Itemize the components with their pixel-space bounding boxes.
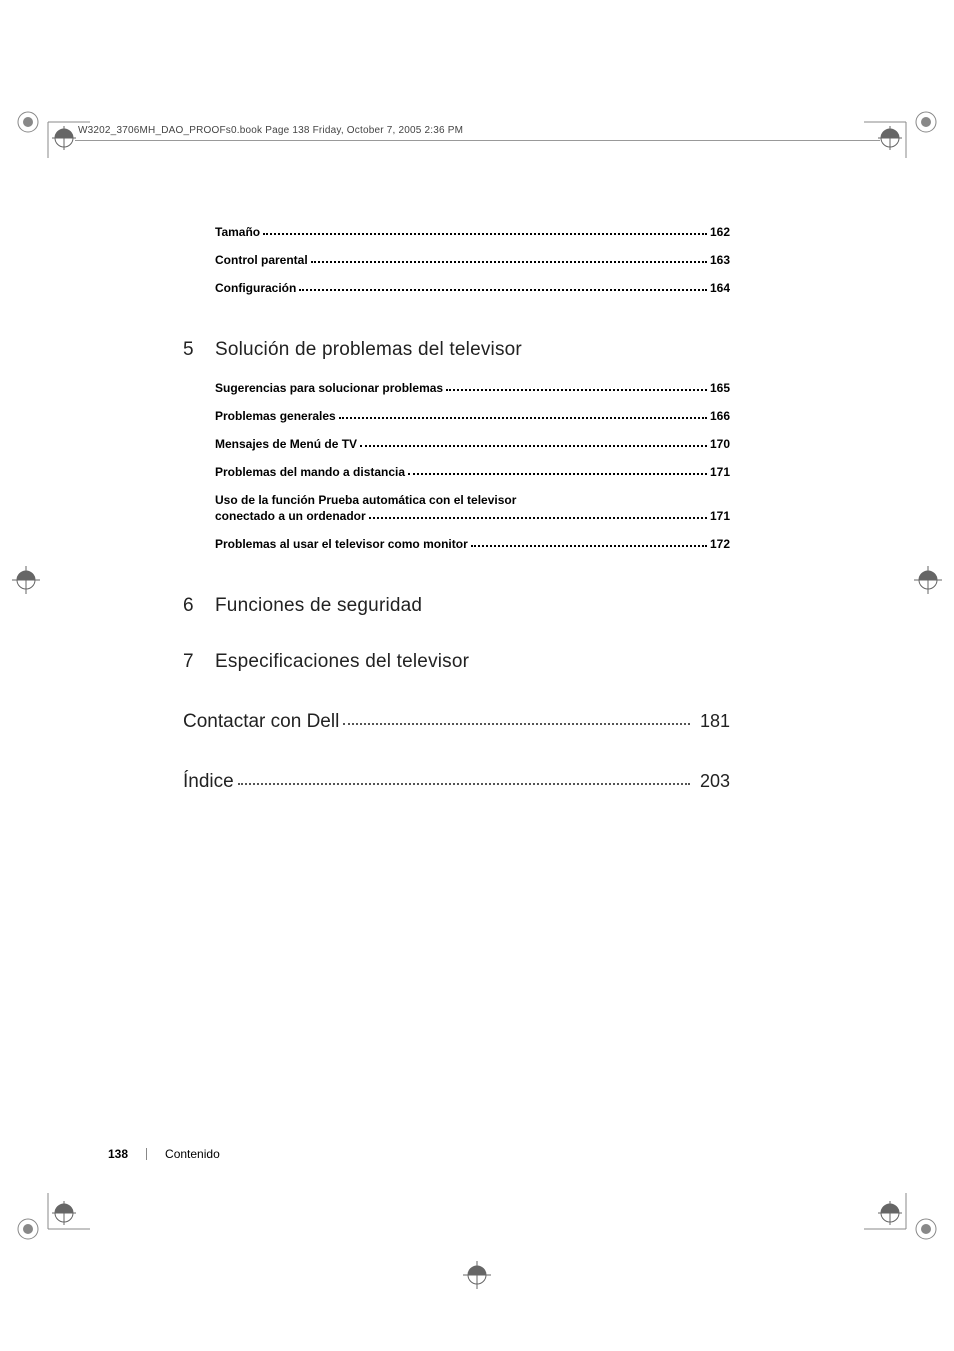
header-rule [75, 140, 880, 141]
toc-footer-page: 181 [696, 711, 730, 732]
toc-entry: Tamaño 162 [215, 225, 730, 239]
toc-page: 166 [710, 409, 730, 423]
toc-label: Problemas al usar el televisor como moni… [215, 537, 468, 551]
toc-entry: Configuración 164 [215, 281, 730, 295]
registration-mark-bottom-center [457, 1255, 497, 1295]
toc-label: Configuración [215, 281, 296, 295]
toc-leader [311, 261, 707, 263]
toc-page: 170 [710, 437, 730, 451]
section-title: Solución de problemas del televisor [215, 339, 522, 361]
toc-label: Mensajes de Menú de TV [215, 437, 357, 451]
toc-label-line1: Uso de la función Prueba automática con … [215, 493, 730, 507]
section-number: 6 [183, 595, 215, 617]
toc-leader [263, 233, 707, 235]
toc-label-line2: conectado a un ordenador [215, 509, 366, 523]
toc-leader [360, 445, 707, 447]
section-title: Especificaciones del televisor [215, 651, 469, 673]
toc-footer-row: Contactar con Dell 181 [183, 711, 730, 733]
page-footer: 138 Contenido [108, 1147, 220, 1161]
toc-leader [408, 473, 707, 475]
toc-entry: Sugerencias para solucionar problemas 16… [215, 381, 730, 395]
toc-label: Problemas generales [215, 409, 336, 423]
toc-page: 172 [710, 537, 730, 551]
toc-leader [299, 289, 707, 291]
toc-entry: Uso de la función Prueba automática con … [215, 493, 730, 523]
toc-page: 162 [710, 225, 730, 239]
toc-entry: Problemas al usar el televisor como moni… [215, 537, 730, 551]
toc-leader [446, 389, 707, 391]
toc-page: 164 [710, 281, 730, 295]
running-header: W3202_3706MH_DAO_PROOFs0.book Page 138 F… [78, 125, 463, 136]
toc-leader [343, 723, 690, 725]
toc-entry: Problemas del mando a distancia 171 [215, 465, 730, 479]
toc-footer-row: Índice 203 [183, 771, 730, 793]
registration-mark-mid-left [6, 560, 46, 600]
registration-mark-mid-right [908, 560, 948, 600]
toc-leader [471, 545, 707, 547]
toc-page: 163 [710, 253, 730, 267]
toc-section-5: 5 Solución de problemas del televisor [215, 339, 730, 361]
toc-content: Tamaño 162 Control parental 163 Configur… [215, 225, 730, 793]
toc-label: Tamaño [215, 225, 260, 239]
toc-entry: Mensajes de Menú de TV 170 [215, 437, 730, 451]
section-number: 7 [183, 651, 215, 673]
toc-footer-page: 203 [696, 771, 730, 792]
toc-label: Problemas del mando a distancia [215, 465, 405, 479]
footer-section-label: Contenido [165, 1147, 220, 1161]
registration-mark-bottom-right [864, 1193, 944, 1273]
toc-entry: Control parental 163 [215, 253, 730, 267]
section-number: 5 [183, 339, 215, 361]
toc-footer-label: Índice [183, 771, 234, 793]
toc-section-6: 6 Funciones de seguridad [215, 595, 730, 617]
toc-leader [238, 783, 690, 785]
toc-entry: Problemas generales 166 [215, 409, 730, 423]
toc-label: Sugerencias para solucionar problemas [215, 381, 443, 395]
registration-mark-bottom-left [10, 1193, 90, 1273]
registration-mark-top-left [10, 78, 90, 158]
page-number: 138 [108, 1147, 128, 1161]
section-title: Funciones de seguridad [215, 595, 422, 617]
toc-section-7: 7 Especificaciones del televisor [215, 651, 730, 673]
toc-leader [369, 517, 707, 519]
toc-page: 171 [710, 465, 730, 479]
registration-mark-top-right [864, 78, 944, 158]
toc-page: 171 [710, 509, 730, 523]
toc-footer-label: Contactar con Dell [183, 711, 339, 733]
footer-separator [146, 1148, 147, 1160]
toc-leader [339, 417, 707, 419]
toc-page: 165 [710, 381, 730, 395]
toc-label: Control parental [215, 253, 308, 267]
